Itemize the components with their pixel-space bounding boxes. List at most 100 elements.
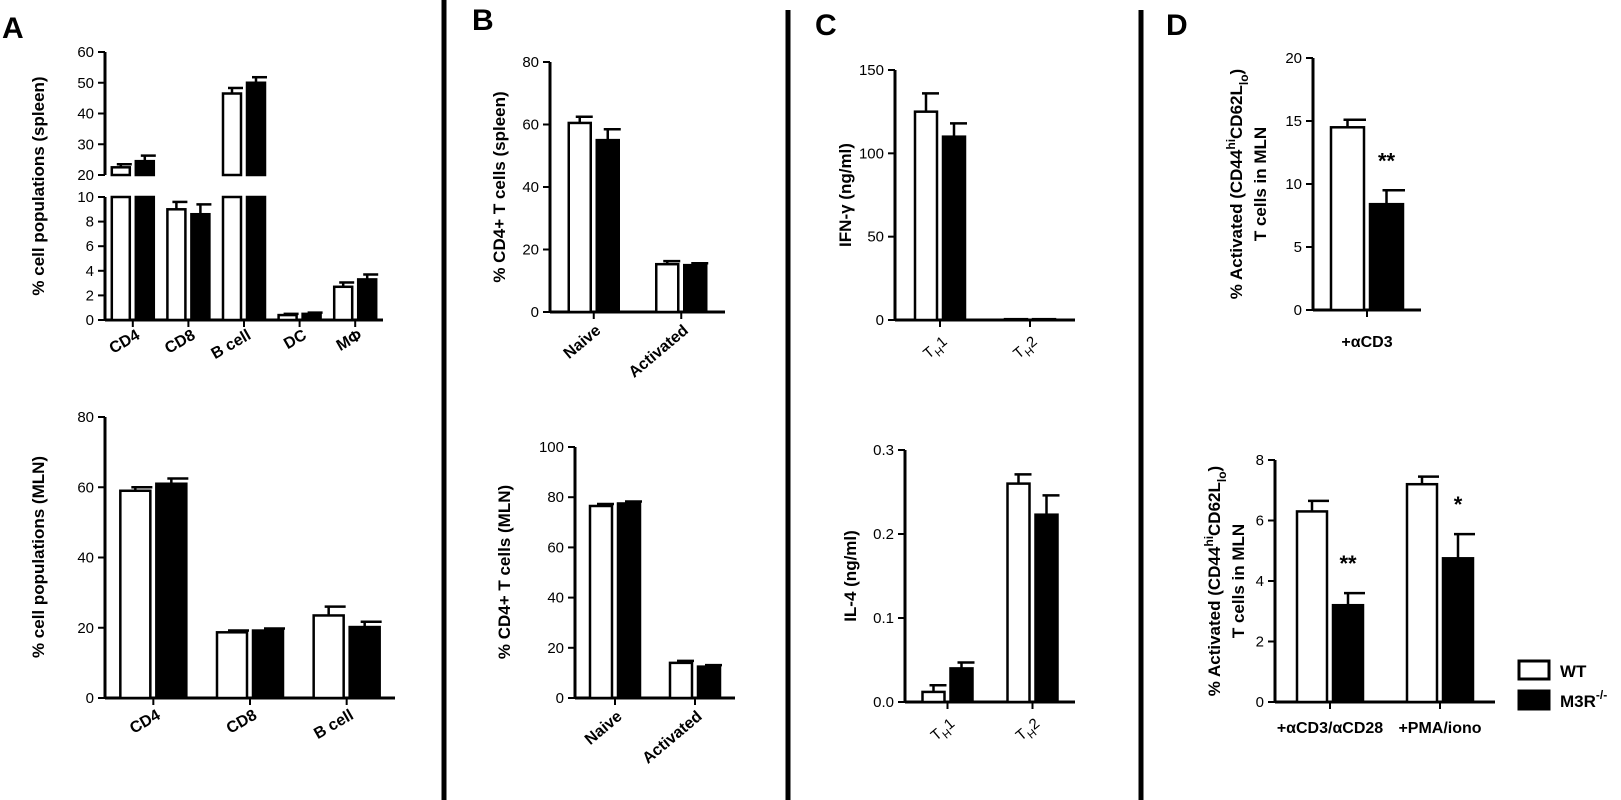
x-category-label: TH1 [928, 715, 961, 747]
bar-ko [941, 135, 967, 322]
x-category-label: TH2 [1010, 333, 1043, 365]
bar-ko [595, 138, 620, 314]
y-tick-label: 0 [876, 312, 884, 329]
x-category-label: TH1 [920, 333, 953, 365]
chart-2-b: 0 20 40 60 80 Naive Activated % CD4+ T cells (s… [490, 54, 725, 381]
x-category-label: Activated [639, 708, 705, 767]
bar-ko [190, 212, 211, 322]
y-tick-label: 40 [77, 550, 94, 567]
y-tick-label: 15 [1285, 113, 1302, 130]
bar-wt [913, 110, 939, 322]
y-tick-label: 40 [522, 179, 539, 196]
bar-ko [1441, 557, 1475, 704]
y-axis-label: IFN-γ (ng/ml) [836, 143, 855, 247]
y-tick-label: 0 [531, 304, 539, 321]
y-tick-label: 0.1 [873, 610, 894, 627]
bar-wt [588, 504, 614, 700]
y-tick-label: 50 [77, 75, 94, 92]
y-tick-label: 0 [86, 312, 94, 329]
significance-stars: * [1454, 492, 1463, 517]
bar-wt [119, 489, 152, 700]
y-tick-label: 80 [77, 409, 94, 426]
panel-letter-d: D [1166, 9, 1188, 42]
bar-wt [921, 690, 946, 704]
x-category-label: B cell [209, 327, 254, 363]
x-category-label: CD4 [107, 327, 143, 358]
bar-wt [332, 285, 354, 322]
y-tick-label: 100 [539, 439, 564, 456]
x-category-label: B cell [311, 707, 356, 743]
y-tick-label: 6 [1256, 513, 1264, 530]
bar-ko [1034, 513, 1059, 704]
y-tick-label: 60 [77, 479, 94, 496]
y-tick-label: 40 [547, 590, 564, 607]
y-tick-label: 20 [547, 640, 564, 657]
y-axis-label-line2: T cells in MLN [1251, 127, 1270, 241]
panel-letter-b: B [472, 4, 494, 37]
legend-label-ko-main: M3R [1560, 692, 1596, 711]
bar-ko [616, 502, 642, 700]
y-tick-label: 4 [1256, 573, 1264, 590]
panel-letter-a: A [2, 12, 24, 45]
bar-wt-lower [221, 195, 243, 322]
y-axis-label: % cell populations (MLN) [29, 456, 48, 658]
y-tick-label: 60 [522, 117, 539, 134]
x-category-label: Naive [582, 708, 626, 749]
y-tick-label: 8 [86, 214, 94, 231]
bar-ko [245, 81, 267, 177]
y-axis-label: % CD4+ T cells (MLN) [495, 485, 514, 659]
y-tick-label: 5 [1294, 239, 1302, 256]
bar-wt [1405, 482, 1439, 704]
y-tick-label: 0 [1294, 302, 1302, 319]
bar-ko [251, 629, 285, 700]
x-category-label: +PMA/iono [1398, 720, 1481, 737]
legend-label-wt: WT [1560, 662, 1587, 681]
legend-label-ko-sup: -/- [1596, 688, 1607, 702]
x-category-label: MΦ [334, 327, 365, 355]
bar-ko [949, 667, 974, 704]
bar-wt-lower [110, 195, 132, 322]
y-axis-label: % cell populations (spleen) [29, 76, 48, 295]
chart-0-a: 0 2 4 6 8 10 20 30 40 50 60 CD4 CD8 B cell DC MΦ % cell … [29, 44, 383, 363]
y-tick-label: 0.0 [873, 694, 894, 711]
x-category-label: Activated [626, 322, 692, 381]
significance-stars: ** [1339, 551, 1357, 576]
y-tick-label: 8 [1256, 452, 1264, 469]
chart-3-b: 0 20 40 60 80 100 Naive Activated % CD4+ T cells… [495, 439, 735, 767]
y-tick-label: 0 [556, 690, 564, 707]
bar-ko [134, 159, 156, 177]
bar-wt [1003, 317, 1029, 322]
bar-wt [312, 614, 345, 700]
chart-7-d: 0 2 4 6 8 +αCD3/αCD28 ** +PMA/iono * % Activated … [1202, 452, 1495, 737]
significance-stars: ** [1378, 148, 1396, 173]
panel-letter-c: C [815, 9, 837, 42]
y-axis-label-line2: T cells in MLN [1229, 524, 1248, 638]
x-category-label: CD8 [162, 327, 198, 358]
y-tick-label: 0 [86, 690, 94, 707]
y-tick-label: 20 [77, 167, 94, 184]
bar-wt [567, 121, 592, 314]
y-tick-label: 20 [77, 620, 94, 637]
y-tick-label: 0.2 [873, 526, 894, 543]
y-tick-label: 10 [77, 189, 94, 206]
chart-6-d: 0 5 10 15 20 +αCD3 ** % Activated (CD44hiCD62Ll… [1224, 50, 1421, 351]
bar-ko-lower [134, 195, 156, 322]
y-tick-label: 20 [1285, 50, 1302, 67]
legend: WT M3R-/- [1517, 659, 1607, 711]
bar-wt [166, 208, 187, 322]
y-tick-label: 60 [547, 539, 564, 556]
bar-ko [155, 482, 188, 700]
y-tick-label: 80 [547, 489, 564, 506]
bar-wt [668, 661, 694, 700]
bar-wt [215, 631, 249, 700]
bar-wt [1006, 482, 1031, 704]
bar-ko [683, 263, 708, 314]
x-category-label: CD8 [224, 707, 260, 738]
bar-ko [1031, 317, 1057, 322]
bar-ko [301, 312, 322, 322]
x-category-label: +αCD3/αCD28 [1277, 720, 1383, 737]
y-axis-label: % CD4+ T cells (spleen) [490, 91, 509, 282]
bar-ko [1331, 603, 1365, 704]
bar-ko [696, 665, 722, 700]
